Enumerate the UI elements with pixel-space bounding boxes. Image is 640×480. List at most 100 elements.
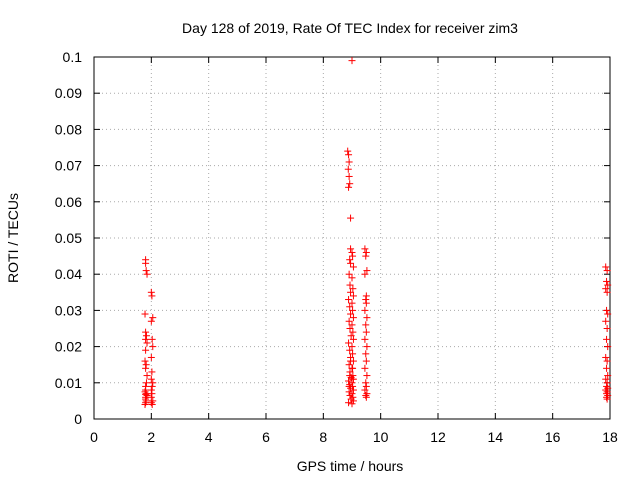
data-point [349,386,357,394]
data-point [149,343,157,351]
data-point [348,343,356,351]
data-point [603,288,611,296]
data-point [362,299,370,307]
data-point [147,399,155,407]
data-point [348,375,356,383]
data-point [361,386,369,394]
data-point [347,332,355,340]
data-point [348,400,356,408]
x-tick-label: 2 [147,429,155,445]
data-point [361,306,369,314]
data-point [603,335,611,343]
x-tick-label: 4 [205,429,213,445]
data-point [344,147,352,155]
data-point [349,364,357,372]
data-point [349,314,357,322]
data-point [147,386,155,394]
y-tick-label: 0.04 [55,266,82,282]
data-point [147,317,155,325]
data-point [604,372,612,380]
data-point [349,328,357,336]
data-point [349,350,357,358]
data-point [602,375,610,383]
data-point [362,350,370,358]
data-points [141,57,612,409]
data-point [142,379,150,387]
data-point [142,332,150,340]
data-point [603,388,611,396]
data-point [603,379,611,387]
data-point [362,382,370,390]
data-point [142,335,150,343]
x-tick-label: 14 [488,429,504,445]
data-point [349,252,357,260]
data-point [345,158,353,166]
data-point [345,339,353,347]
y-tick-label: 0.05 [55,230,82,246]
data-point [602,317,610,325]
data-point [346,346,354,354]
data-point [604,310,612,318]
y-tick-label: 0.07 [55,158,82,174]
data-point [604,391,612,399]
data-point [149,379,157,387]
data-point [361,270,369,278]
y-tick-label: 0.09 [55,85,82,101]
data-point [141,401,149,409]
data-point [362,248,370,256]
data-point [347,310,355,318]
x-tick-label: 0 [90,429,98,445]
data-point [345,382,353,390]
data-point [149,314,157,322]
data-point [347,214,355,222]
data-point [363,314,371,322]
data-point [143,391,151,399]
data-point [603,393,611,401]
data-point [602,386,610,394]
y-tick-label: 0.02 [55,339,82,355]
data-point [148,335,156,343]
data-point [147,288,155,296]
data-point [348,57,356,65]
data-point [347,288,355,296]
data-point [345,296,353,304]
data-point [349,393,357,401]
data-point [346,372,354,380]
data-point [147,375,155,383]
data-point [603,267,611,275]
data-point [148,292,156,300]
data-point [362,321,370,329]
data-point [346,325,354,332]
data-point [348,299,356,307]
data-point [142,364,150,372]
data-point [362,292,370,300]
data-point [347,245,355,253]
y-tick-label: 0.01 [55,375,82,391]
data-point [345,317,353,325]
data-point [602,285,610,293]
x-tick-label: 16 [545,429,561,445]
grid-lines [94,57,610,419]
data-point [344,165,352,173]
data-point [349,292,357,300]
data-point [143,270,151,278]
data-point [362,393,370,401]
axis-ticks: 0 2 4 6 8 10 12 14 16 18 0 0.01 0.02 0.03 0.04 0.05 0.06… [55,49,618,445]
data-point [603,277,611,285]
data-point [349,285,357,293]
chart-title: Day 128 of 2019, Rate Of TEC Index for r… [182,20,518,36]
data-point [363,343,371,351]
data-point [142,267,150,275]
data-point [346,391,354,399]
data-point [603,382,611,390]
data-point [148,390,156,398]
data-point [141,357,149,365]
data-point [604,281,612,289]
data-point [346,180,354,188]
data-point [347,259,355,267]
data-point [345,172,353,180]
data-point [362,357,370,365]
data-point [346,281,354,289]
data-point [148,382,156,390]
y-tick-label: 0.06 [55,194,82,210]
